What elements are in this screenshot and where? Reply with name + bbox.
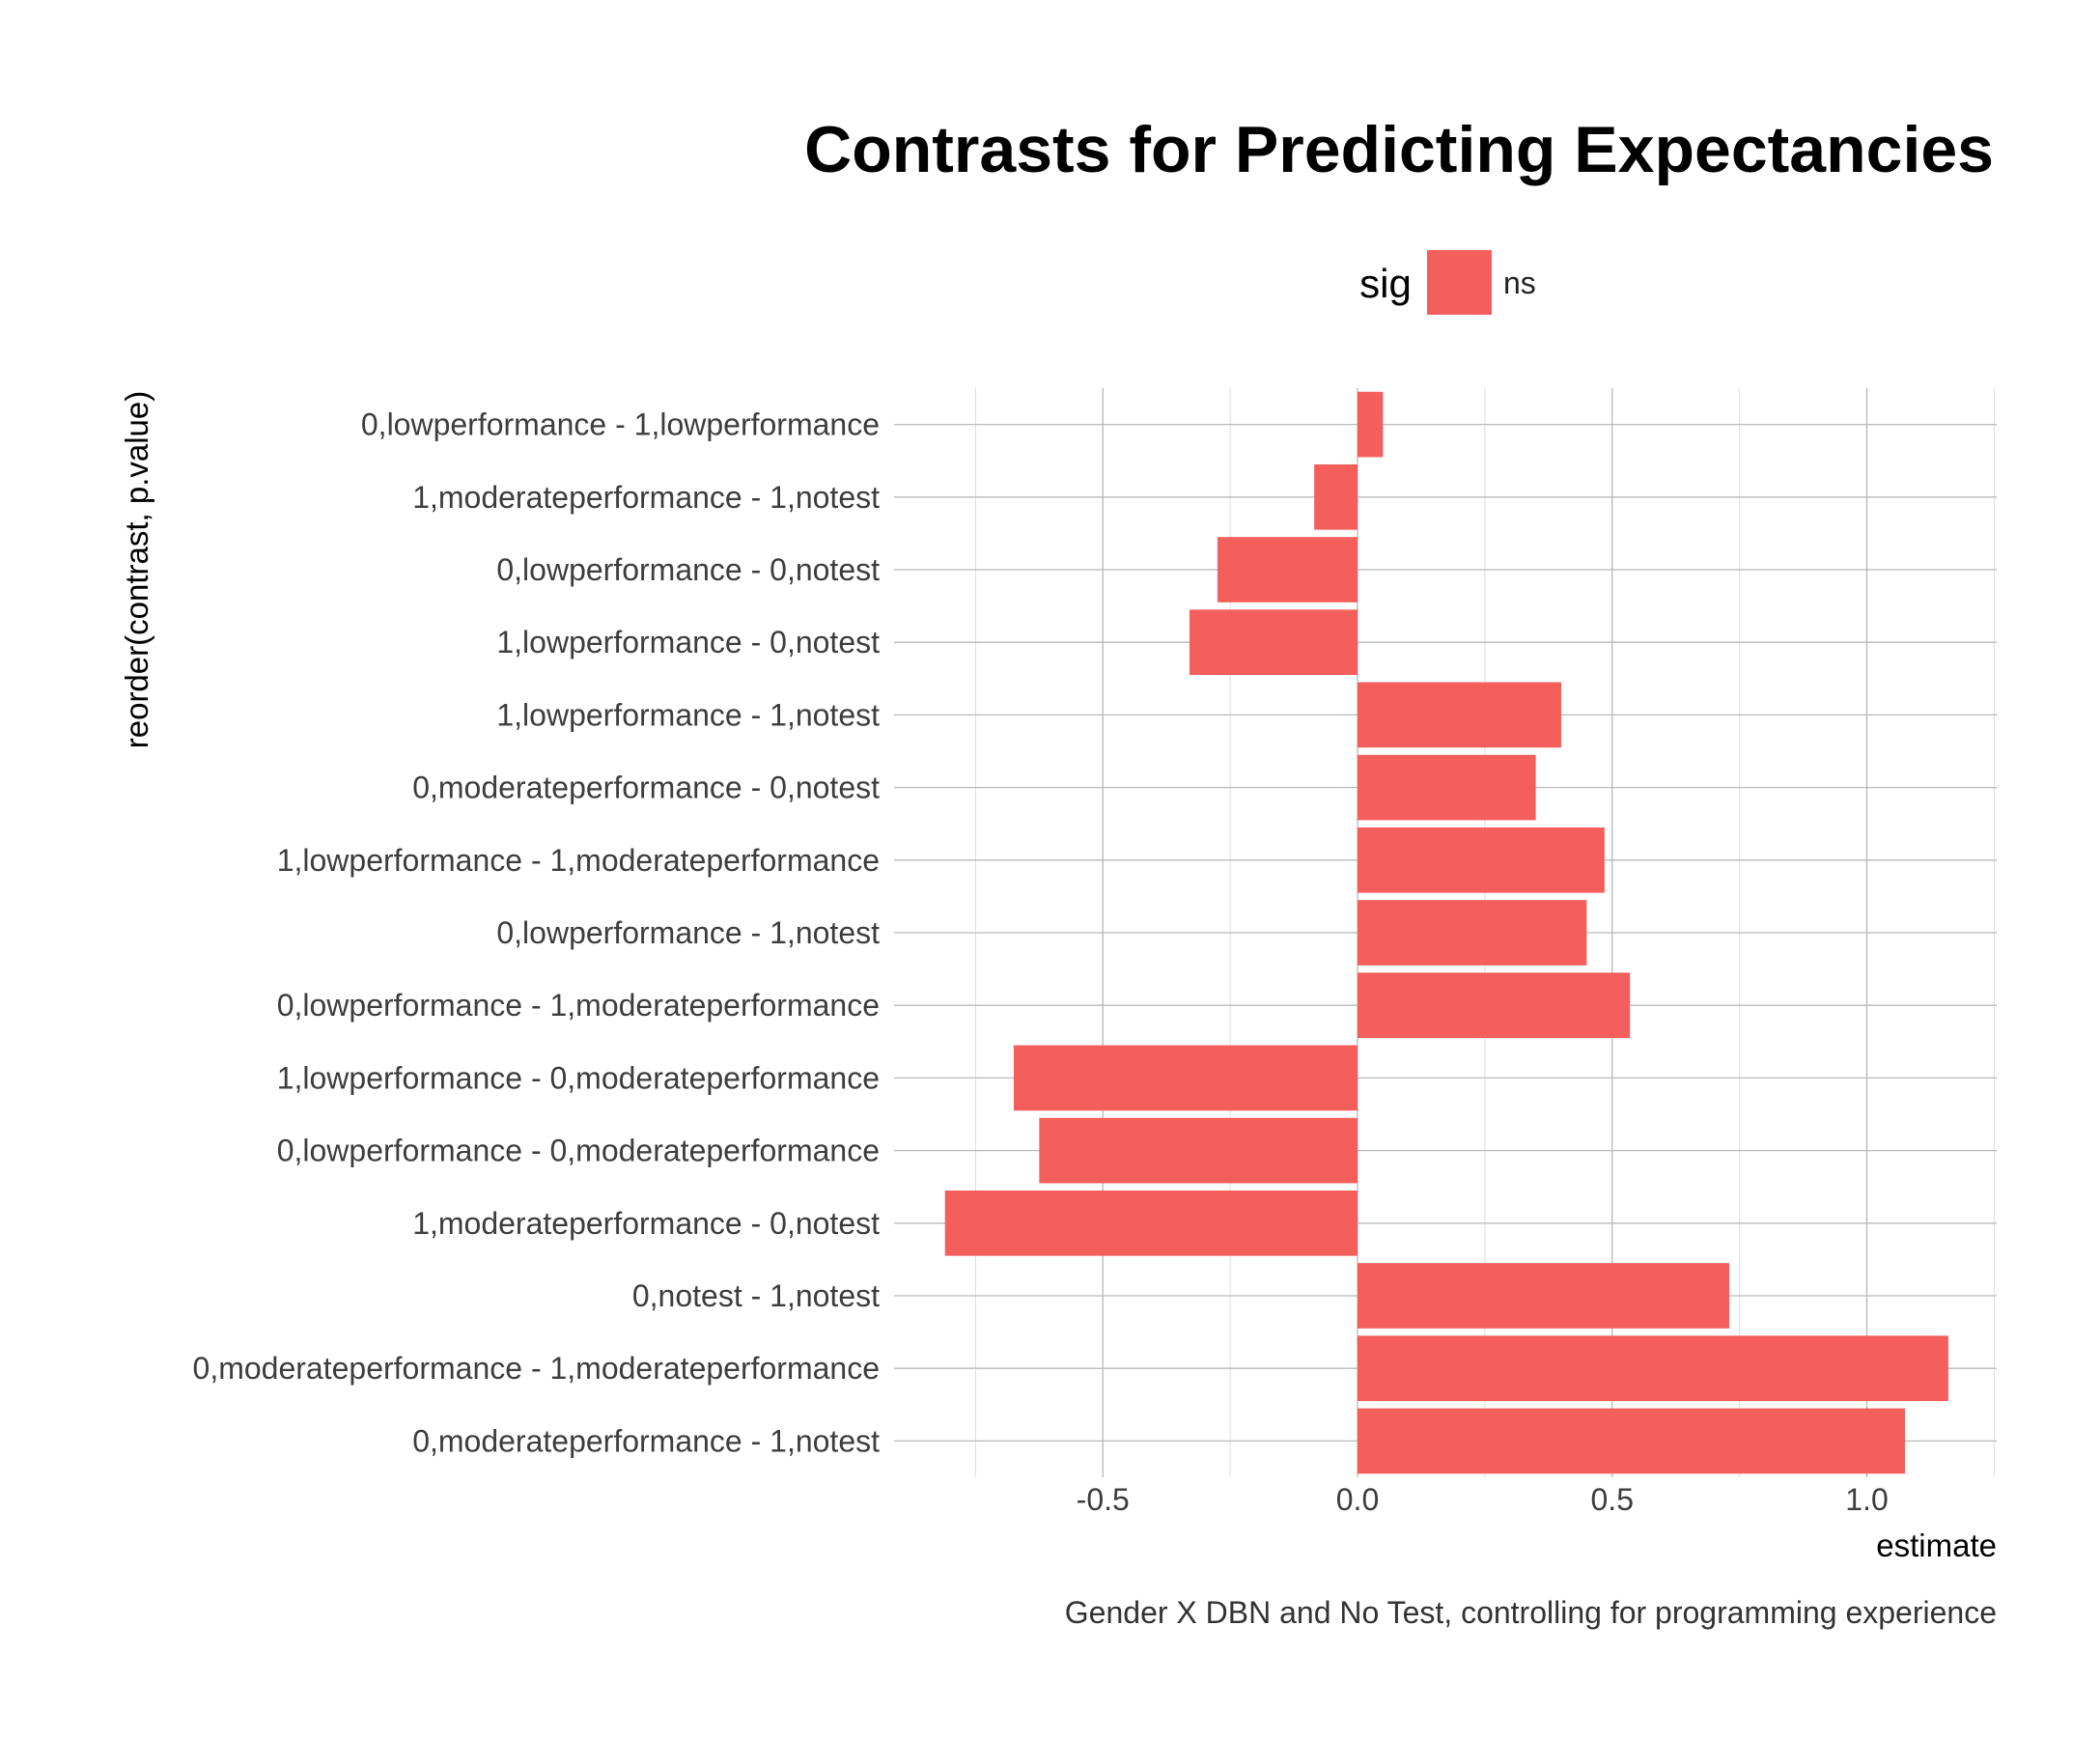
bar — [1189, 609, 1358, 676]
y-tick-label: 0,notest - 1,notest — [632, 1278, 880, 1313]
y-tick-label: 1,moderateperformance - 0,notest — [412, 1206, 880, 1241]
bar — [1039, 1117, 1358, 1184]
y-tick-label: 0,moderateperformance - 1,moderateperfor… — [193, 1351, 880, 1386]
bar — [1358, 1408, 1906, 1474]
legend-label-ns: ns — [1503, 266, 1536, 300]
y-tick-label: 1,moderateperformance - 1,notest — [412, 480, 880, 515]
bar — [1358, 1263, 1730, 1329]
bar — [1217, 537, 1358, 603]
bar — [1358, 827, 1605, 893]
bar — [1358, 972, 1631, 1039]
bar — [1358, 900, 1587, 966]
x-tick-label: -0.5 — [1077, 1482, 1130, 1517]
bar — [1358, 1335, 1948, 1402]
legend: sig ns — [1359, 250, 1536, 315]
y-tick-labels: 0,lowperformance - 1,lowperformance 1,mod… — [193, 407, 881, 1459]
y-tick-label: 0,lowperformance - 1,notest — [496, 915, 880, 950]
x-tick-labels: -0.5 0.0 0.5 1.0 — [1077, 1482, 1889, 1517]
bar — [1013, 1045, 1358, 1111]
y-tick-label: 1,lowperformance - 0,notest — [496, 625, 880, 659]
y-axis-title: reorder(contrast, p.value) — [119, 391, 154, 749]
y-tick-label: 1,lowperformance - 1,notest — [496, 697, 880, 732]
y-tick-label: 0,lowperformance - 0,moderateperformance — [277, 1134, 880, 1168]
y-tick-label: 0,lowperformance - 1,lowperformance — [361, 407, 880, 442]
bar — [1314, 463, 1358, 530]
x-axis-title: estimate — [1876, 1528, 1997, 1563]
y-tick-label: 0,moderateperformance - 1,notest — [412, 1423, 880, 1458]
y-tick-label: 0,moderateperformance - 0,notest — [412, 771, 880, 805]
y-tick-label: 0,lowperformance - 0,notest — [496, 552, 880, 587]
y-tick-label: 0,lowperformance - 1,moderateperformance — [277, 988, 880, 1023]
legend-swatch-ns — [1427, 250, 1492, 315]
bar — [1358, 754, 1536, 821]
bar — [1358, 391, 1384, 458]
y-tick-label: 1,lowperformance - 1,moderateperformance — [277, 843, 880, 878]
x-tick-label: 1.0 — [1845, 1482, 1888, 1517]
chart-caption: Gender X DBN and No Test, controlling fo… — [1065, 1595, 1997, 1630]
bar — [944, 1190, 1358, 1256]
x-tick-label: 0.0 — [1336, 1482, 1379, 1517]
y-tick-label: 1,lowperformance - 0,moderateperformance — [277, 1060, 880, 1095]
bars — [944, 391, 1948, 1474]
x-tick-label: 0.5 — [1591, 1482, 1634, 1517]
bar — [1358, 682, 1561, 748]
chart-title: Contrasts for Predicting Expectancies — [804, 113, 1994, 186]
legend-title: sig — [1359, 261, 1412, 306]
